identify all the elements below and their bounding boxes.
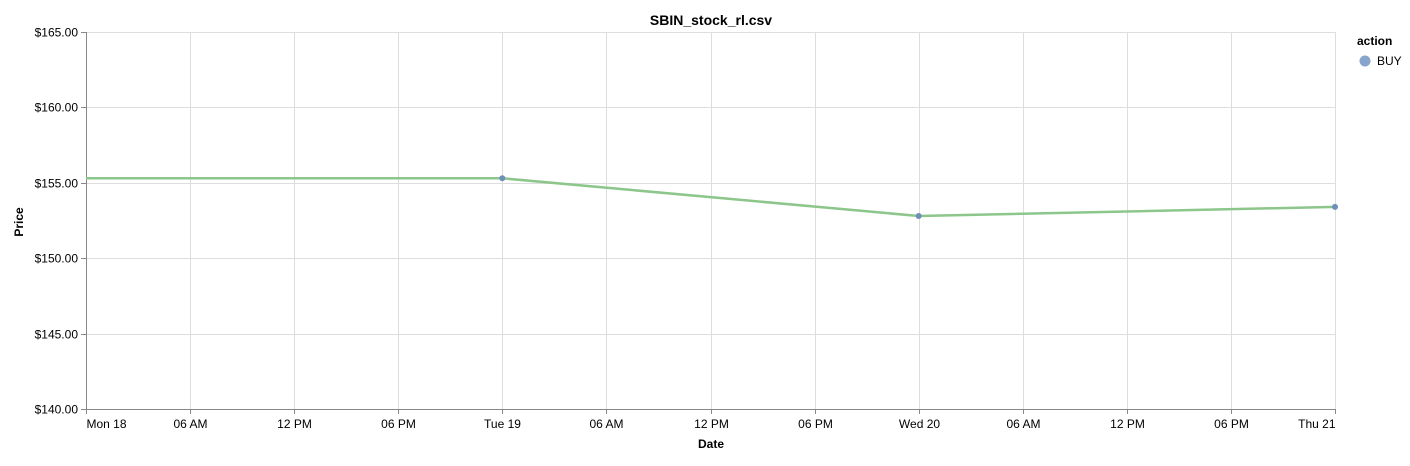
x-axis-title: Date <box>698 437 724 451</box>
legend-swatch-buy <box>1359 55 1371 67</box>
x-tick-label: 12 PM <box>1110 417 1145 431</box>
x-tick-label: Tue 19 <box>484 417 521 431</box>
x-tick-label: Thu 21 <box>1298 417 1336 431</box>
grid <box>86 32 1336 410</box>
x-tick-label: Wed 20 <box>899 417 940 431</box>
x-tick-label: 06 AM <box>1006 417 1040 431</box>
y-tick-label: $150.00 <box>35 252 79 266</box>
x-tick-label: Mon 18 <box>87 417 127 431</box>
legend-title: action <box>1357 34 1392 48</box>
y-tick-label: $155.00 <box>35 177 79 191</box>
x-tick-label: 06 PM <box>381 417 416 431</box>
x-tick-label: 12 PM <box>694 417 729 431</box>
series <box>86 175 1338 219</box>
price-line <box>86 177 1336 218</box>
x-tick-label: 06 AM <box>173 417 207 431</box>
y-tick-label: $140.00 <box>35 403 79 417</box>
x-tick-label: 06 PM <box>1214 417 1249 431</box>
axes: $140.00 $145.00 $150.00 $155.00 $160.00 $165.… <box>35 26 1336 431</box>
y-tick-label: $160.00 <box>35 101 79 115</box>
buy-point[interactable] <box>499 175 506 182</box>
buy-point[interactable] <box>1332 203 1338 210</box>
buy-point[interactable] <box>915 213 922 219</box>
y-tick-label: $145.00 <box>35 328 79 342</box>
x-tick-label: 06 PM <box>798 417 833 431</box>
x-tick-label: 06 AM <box>589 417 623 431</box>
chart-title: SBIN_stock_rl.csv <box>650 12 772 28</box>
y-axis-title: Price <box>12 207 26 237</box>
legend-label-buy: BUY <box>1377 54 1402 68</box>
legend: action BUY <box>1357 34 1402 68</box>
y-tick-label: $165.00 <box>35 26 79 40</box>
x-tick-label: 12 PM <box>277 417 312 431</box>
